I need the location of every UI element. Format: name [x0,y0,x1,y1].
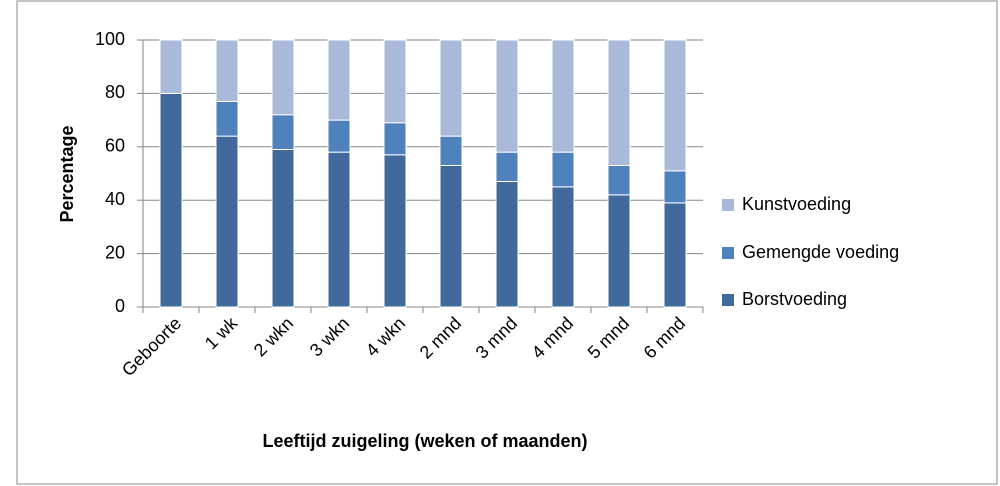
bar-segment [215,100,239,137]
bar-segment [439,135,463,166]
bar-segment [551,186,575,308]
bar-segment [663,39,687,172]
y-tick-label: 80 [105,82,125,102]
legend-label: Kunstvoeding [742,194,851,214]
legend-swatch [722,199,734,211]
bar-segment [607,164,631,196]
bar-segment [663,202,687,308]
legend-swatch [722,247,734,259]
bar-segment [495,39,519,153]
bar-segment [439,164,463,308]
bar-segment [551,39,575,153]
bar-segment [215,135,239,308]
legend-label: Borstvoeding [742,289,847,309]
bar-segment [327,151,351,308]
bar-segment [663,170,687,204]
y-tick-label: 20 [105,242,125,262]
bar-segment [271,148,295,308]
bar-segment [271,39,295,116]
bar-segment [495,181,519,308]
bar-segment [271,114,295,150]
legend-swatch [722,294,734,306]
bar-segment [607,39,631,166]
legend-label: Gemengde voeding [742,242,899,262]
bar-segment [383,154,407,308]
bar-segment [607,194,631,308]
bar-segment [159,92,183,308]
bar-segment [495,151,519,183]
bar-segment [159,39,183,94]
y-tick-label: 40 [105,189,125,209]
y-tick-label: 100 [95,29,125,49]
y-tick-label: 60 [105,136,125,156]
x-axis-title: Leeftijd zuigeling (weken of maanden) [262,431,587,451]
bar-segment [383,39,407,124]
bar-segment [327,119,351,153]
bar-segment [327,39,351,121]
bar-segment [383,122,407,156]
y-axis-title: Percentage [57,125,77,222]
bar-segment [439,39,463,137]
bar-segment [215,39,239,102]
bar-segment [551,151,575,188]
y-tick-label: 0 [115,296,125,316]
